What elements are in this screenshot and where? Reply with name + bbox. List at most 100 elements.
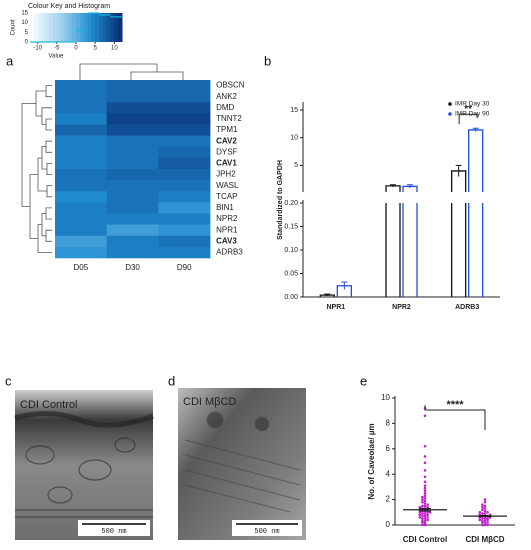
data-point	[481, 517, 484, 520]
row-label: ANK2	[216, 92, 237, 101]
data-point	[423, 499, 427, 503]
heat-cell	[106, 191, 159, 203]
key-swatch	[49, 13, 54, 42]
y-tick-label: 6	[386, 444, 391, 453]
heat-cell	[158, 113, 211, 125]
key-swatch	[53, 13, 58, 42]
key-swatch	[45, 13, 50, 42]
key-tick-label: -5	[54, 46, 60, 52]
data-point	[421, 512, 424, 515]
data-point	[486, 521, 489, 524]
heat-cell	[55, 146, 107, 159]
heat-cell	[158, 202, 211, 214]
heat-cell	[55, 202, 107, 214]
data-point	[483, 512, 487, 515]
error-bar	[324, 293, 331, 297]
y-tick-label: 0.15	[284, 223, 298, 230]
data-point	[421, 500, 424, 504]
data-point	[478, 518, 482, 522]
data-point	[486, 517, 489, 520]
key-value-label: Value	[49, 54, 65, 60]
key-swatch	[87, 13, 92, 42]
panel-letter: d	[168, 373, 175, 388]
data-point	[423, 475, 427, 479]
heat-cell	[158, 191, 211, 203]
data-point	[483, 519, 487, 523]
heat-cell	[55, 124, 107, 136]
heat-cell	[158, 213, 211, 225]
data-point	[481, 512, 484, 515]
membrane	[14, 410, 154, 428]
key-swatch	[37, 13, 42, 42]
data-point	[483, 507, 487, 510]
data-point	[423, 494, 427, 498]
key-count-tick: 15	[21, 11, 28, 17]
row-label: TPM1	[216, 125, 238, 134]
key-swatch	[76, 13, 81, 42]
heat-cell	[106, 180, 159, 192]
row-label: BIN1	[216, 203, 234, 212]
heat-cell	[106, 91, 159, 103]
y-tick-label: 0.00	[284, 294, 298, 301]
x-tick-label: NPR2	[392, 304, 411, 311]
data-point	[423, 502, 427, 505]
data-point	[418, 505, 422, 509]
data-point	[478, 511, 482, 514]
data-point	[486, 511, 489, 514]
row-label: TNNT2	[216, 114, 242, 123]
column-label: D90	[177, 263, 192, 272]
row-label: TCAP	[216, 192, 237, 201]
heat-cell	[158, 146, 211, 159]
bar	[402, 185, 418, 297]
heat-cell	[158, 157, 211, 170]
data-point	[426, 511, 429, 514]
data-point	[423, 484, 427, 487]
y-tick-label: 10	[381, 393, 390, 402]
legend-label: IMR Day 30	[455, 101, 490, 108]
data-point	[423, 497, 427, 500]
column-label: D30	[125, 263, 140, 272]
panel-letter: b	[264, 53, 271, 68]
data-point	[423, 489, 427, 493]
heat-cell	[106, 124, 159, 136]
bar	[385, 185, 401, 297]
x-tick-label: CDI Control	[403, 535, 447, 544]
row-label: NPR1	[216, 225, 238, 234]
data-point	[426, 505, 429, 509]
y-tick-label: 15	[290, 107, 298, 114]
heat-cell	[106, 246, 159, 259]
data-point	[421, 519, 424, 523]
key-swatch	[83, 13, 88, 42]
key-swatch	[33, 13, 39, 42]
image-label: CDI MβCD	[183, 396, 236, 408]
key-count-tick: 0	[25, 40, 29, 46]
heat-cell	[158, 102, 211, 114]
error-bar	[341, 281, 348, 290]
column-dendrogram	[79, 63, 184, 80]
row-label: NPR2	[216, 214, 238, 223]
y-tick-label: 0.20	[284, 200, 298, 207]
legend-marker	[448, 102, 452, 106]
data-point	[481, 503, 484, 506]
key-swatch	[95, 13, 100, 42]
legend-marker	[448, 112, 452, 116]
data-point	[423, 469, 427, 472]
scale-bars	[78, 520, 302, 536]
micrograph	[178, 388, 306, 540]
heat-cell	[158, 169, 211, 181]
y-tick-label: 8	[386, 419, 391, 428]
y-tick-label: 5	[294, 162, 298, 169]
y-tick-label: 0.05	[284, 270, 298, 277]
texture	[15, 437, 153, 518]
y-tick-label: 0.10	[284, 247, 298, 254]
heat-cell	[55, 80, 107, 92]
significance-label: **	[464, 104, 472, 115]
data-point	[423, 444, 427, 448]
data-point	[423, 414, 427, 418]
data-point	[421, 495, 424, 499]
data-point	[483, 500, 487, 504]
key-swatch	[56, 13, 62, 42]
data-point	[423, 455, 427, 458]
data-point	[481, 508, 484, 512]
